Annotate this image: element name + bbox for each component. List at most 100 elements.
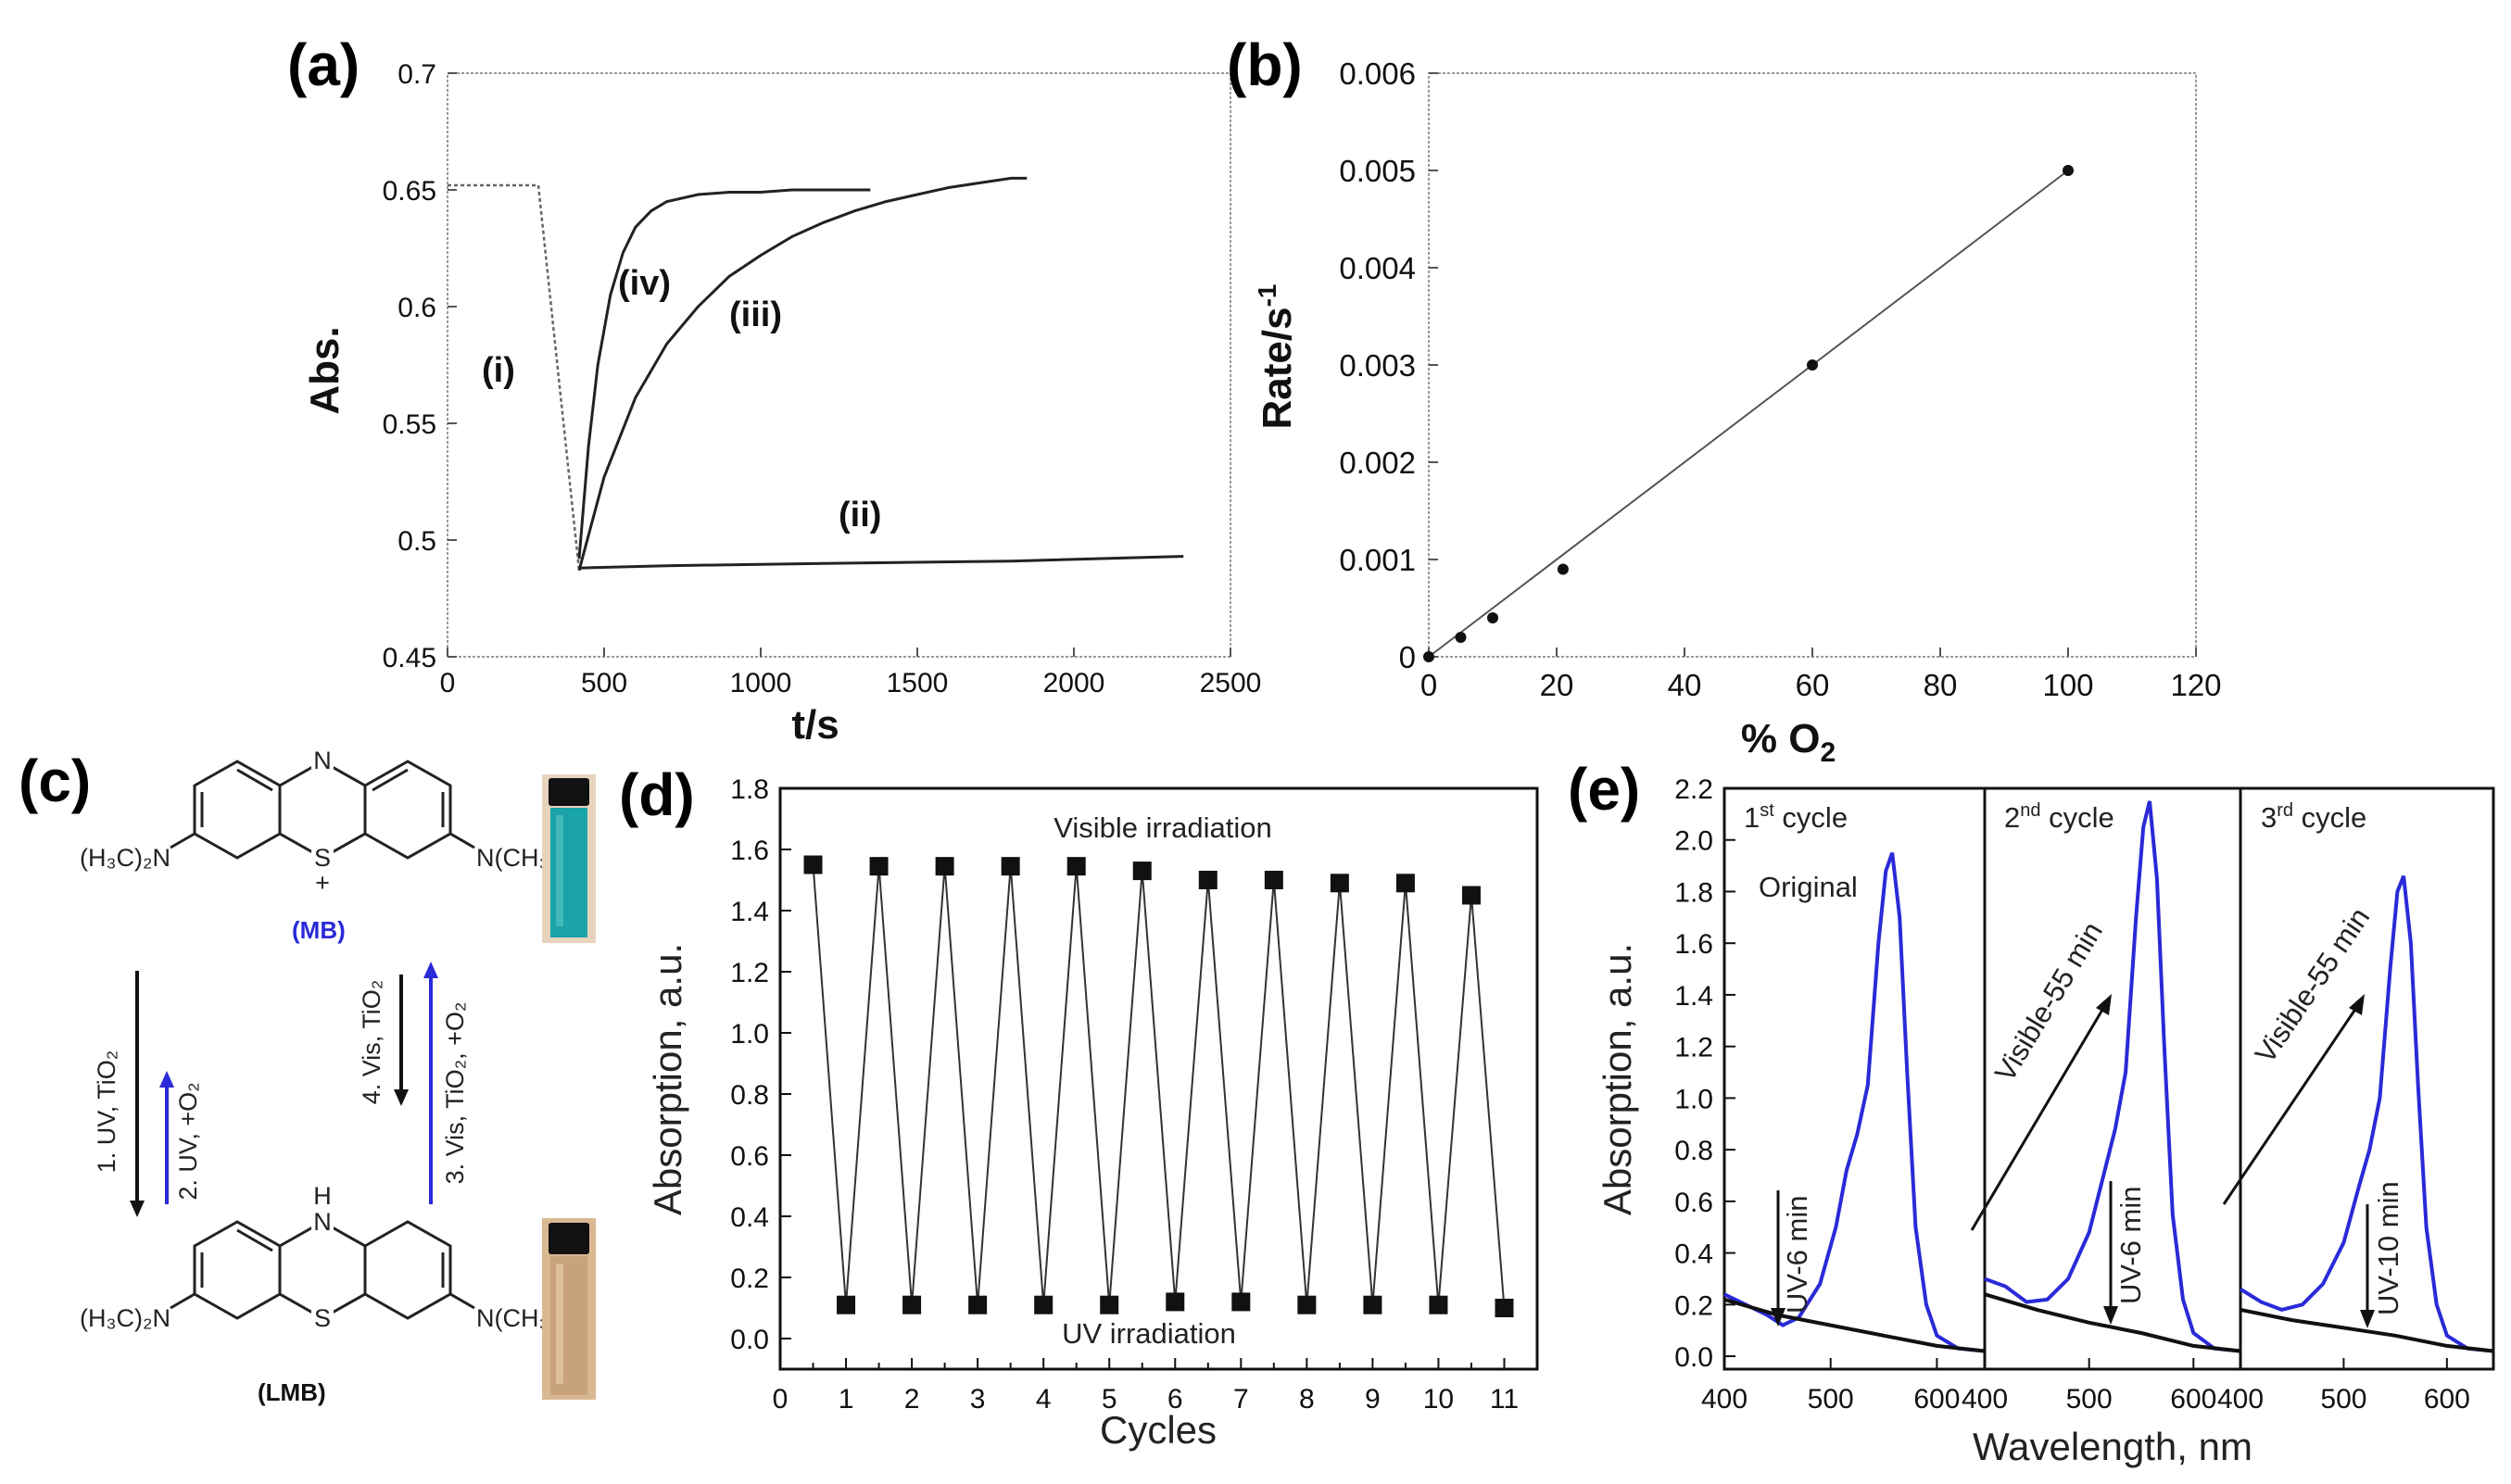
data-point [1557, 563, 1569, 575]
y-tick-label: 0.6 [397, 293, 436, 323]
y-tick-label: 0.002 [1339, 446, 1416, 480]
panel-label-e: (e) [1568, 756, 1640, 823]
x-axis-title-b: % O2 [1741, 716, 1836, 768]
mb-atom-s: S [314, 844, 331, 872]
y-tick-label: 1.0 [1674, 1084, 1713, 1114]
lmb-atom-n: N [313, 1208, 332, 1236]
lmb-structure [170, 1220, 475, 1320]
y-axis-title-d: Absorption, a.u. [646, 943, 689, 1215]
y-axis-title-b-sup: -1 [1253, 284, 1281, 308]
x-tick-label: 120 [2170, 668, 2221, 702]
series-line-iii [577, 176, 1028, 572]
spectrum-visible-1 [1723, 852, 1986, 1353]
y-tick-label: 0.45 [383, 643, 436, 673]
lmb-bond-right-amine [449, 1292, 475, 1310]
x-tick-label: 500 [1808, 1384, 1854, 1415]
x-axis-title-a: t/s [791, 702, 839, 748]
panel-label-c: (c) [19, 748, 91, 814]
y-tick-label: 0.65 [383, 176, 436, 207]
panel-label-a: (a) [287, 31, 360, 98]
label-original: Original [1759, 871, 1858, 903]
mb-double-bond [236, 768, 273, 792]
x-tick-label: 2500 [1200, 668, 1262, 698]
y-tick-label: 2.2 [1674, 774, 1713, 805]
step3-label: 3. Vis, TiO₂, +O₂ [441, 1002, 469, 1185]
x-tick-label: 400 [1962, 1384, 2008, 1415]
y-tick-label: 1.2 [1674, 1033, 1713, 1063]
arrow-visible-2 [1970, 1004, 2107, 1231]
plot-frame-a [447, 72, 1231, 658]
lmb-ring-right [363, 1220, 452, 1320]
vial-blue-highlight [556, 815, 563, 926]
uv-point [1429, 1295, 1448, 1314]
y-tick-label: 0.2 [1674, 1290, 1713, 1321]
visible-point [935, 857, 954, 876]
x-tick-label: 80 [1924, 668, 1958, 702]
series-d [803, 855, 1514, 1317]
x-tick-label: 20 [1540, 668, 1574, 702]
y-tick-label: 0.5 [397, 526, 436, 557]
y-tick-label: 0.001 [1339, 543, 1416, 577]
visible-point [1198, 871, 1218, 889]
uv-point [1034, 1295, 1054, 1314]
label-visible-55-3: Visible-55 min [2249, 901, 2377, 1069]
subpanel-title-2-rest: cycle [2041, 801, 2114, 834]
mb-left-amine: (H₃C)₂N [80, 844, 170, 872]
y-tick-label: 0.0 [1674, 1342, 1713, 1373]
series-e [1723, 800, 2494, 1353]
uv-point [1100, 1295, 1119, 1314]
x-tick-label: 7 [1233, 1384, 1249, 1415]
label-uv-10-3: UV-10 min [2372, 1181, 2404, 1315]
spectrum-uv-2 [1984, 1292, 2241, 1353]
y-tick-label: 0.6 [730, 1141, 769, 1172]
curve-label-iii: (iii) [729, 296, 782, 334]
mb-label: (MB) [292, 916, 346, 944]
vial-brown-cap [549, 1223, 589, 1254]
x-tick-label: 11 [1490, 1384, 1519, 1415]
x-tick-label: 1 [839, 1384, 854, 1415]
y-tick-label: 0.0 [730, 1325, 769, 1355]
mb-atom-s-bg [311, 845, 334, 871]
x-tick-label: 8 [1299, 1384, 1315, 1415]
panel-label-d: (d) [619, 761, 695, 828]
data-point [1455, 632, 1467, 643]
panel-c: (c) N S + (H₃C)₂N N(CH₃)₂ (MB) 1. UV, Ti… [19, 747, 596, 1406]
uv-point [1166, 1292, 1185, 1312]
lmb-atom-s: S [314, 1304, 331, 1332]
y-tick-label: 1.4 [1674, 981, 1713, 1012]
arrow-uv-1-head [1771, 1308, 1785, 1327]
subpanel-title-3-sup: rd [2277, 800, 2293, 821]
series-b [1423, 165, 2074, 662]
curve-label-iv: (iv) [618, 264, 671, 303]
y-tick-label: 0.2 [730, 1264, 769, 1294]
y-tick-label: 0.006 [1339, 57, 1416, 91]
panel-d: (d) 0 1 2 3 4 5 6 7 8 9 10 11 0.0 0.2 0.4 0.6 0.8 1.0 1.2 1… [619, 761, 1539, 1452]
x-axis-title-e: Wavelength, nm [1973, 1425, 2252, 1468]
lmb-atom-h: H [313, 1182, 332, 1210]
visible-point [1132, 861, 1152, 881]
y-tick-label: 1.6 [730, 836, 769, 866]
visible-point [1066, 857, 1086, 876]
x-tick-label: 0 [773, 1384, 789, 1415]
x-tick-label: 2000 [1043, 668, 1105, 698]
annotation-uv-irradiation: UV irradiation [1062, 1317, 1236, 1350]
y-axis-title-e: Absorption, a.u. [1596, 943, 1639, 1215]
curve-label-i: (i) [482, 351, 515, 390]
y-tick-label: 1.8 [730, 774, 769, 805]
y-tick-label: 0.005 [1339, 154, 1416, 188]
subpanel-title-2-sup: nd [2020, 800, 2040, 821]
subpanel-title-2-num: 2 [2004, 801, 2020, 834]
panel-b: (b) 0 20 40 60 80 100 120 0 0.001 0.002 0.003 0.004… [1227, 31, 2222, 768]
lmb-atom-n-bg [311, 1210, 334, 1234]
x-axis-title-b-sub: 2 [1820, 737, 1836, 768]
subpanel-title-1-num: 1 [1744, 801, 1760, 834]
arrow-step3-head [423, 962, 438, 978]
arrow-visible-3 [2222, 1004, 2360, 1205]
data-point [2063, 165, 2074, 176]
lmb-double-bond [236, 1228, 273, 1252]
subpanel-title-1-sup: st [1760, 800, 1774, 821]
plot-frame-e [1722, 786, 2495, 1371]
x-tick-label: 500 [2066, 1384, 2113, 1415]
x-axis-title-d: Cycles [1100, 1408, 1217, 1452]
vial-blue-cap [549, 778, 589, 806]
